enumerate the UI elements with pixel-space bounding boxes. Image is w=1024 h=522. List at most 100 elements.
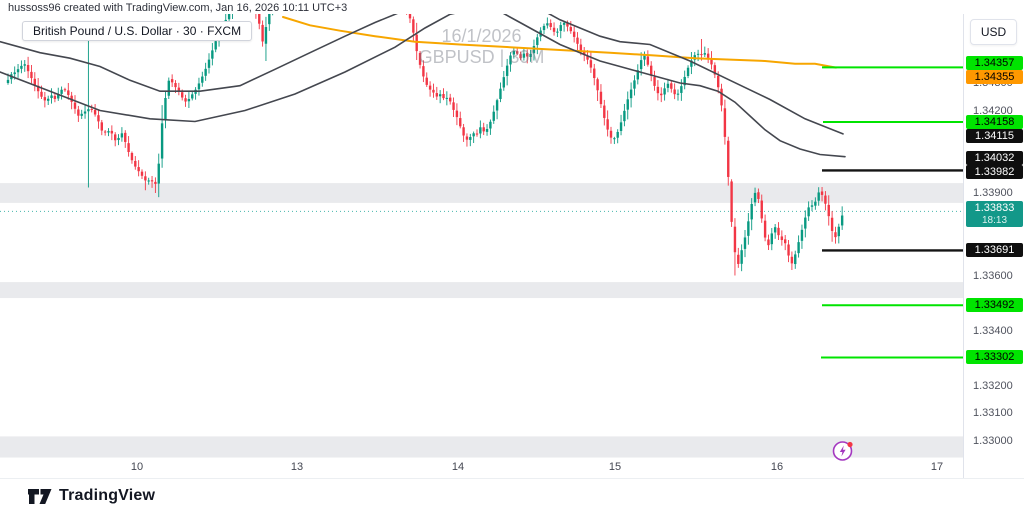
candle-body — [516, 51, 519, 54]
candle-body — [633, 80, 636, 89]
candle-body — [110, 130, 114, 134]
candle-body — [459, 118, 462, 127]
candle-body — [90, 108, 93, 110]
candle-body — [462, 127, 465, 136]
current-price-label: 1.33833 18:13 — [966, 201, 1023, 228]
candle-body — [542, 25, 546, 31]
candle-body — [57, 94, 60, 99]
candle-body — [60, 89, 63, 94]
candle-body — [820, 191, 824, 195]
candle-body — [181, 92, 184, 98]
time-tick-15: 15 — [608, 461, 622, 473]
candle-body — [137, 167, 140, 172]
candle-body — [472, 133, 475, 137]
candle-body — [211, 50, 214, 59]
price-label-1.33982: 1.33982 — [966, 165, 1023, 179]
candle-body — [207, 59, 211, 68]
candle-body — [556, 31, 559, 33]
bar-countdown: 18:13 — [981, 215, 1008, 227]
price-zone-band-2 — [0, 282, 963, 299]
candle-body — [455, 110, 459, 118]
candle-body — [680, 86, 683, 93]
candle-body — [201, 76, 204, 83]
quick-trade-lightning-button[interactable] — [831, 439, 855, 463]
candle-body — [449, 97, 452, 102]
candle-body — [717, 75, 720, 88]
candle-body — [50, 95, 53, 99]
candle-body — [184, 98, 187, 102]
candle-body — [157, 163, 160, 184]
candle-body — [150, 180, 154, 182]
candle-body — [83, 111, 87, 114]
ma-slow-line — [0, 14, 844, 135]
candle-body — [465, 136, 469, 140]
candle-body — [532, 46, 536, 54]
price-tick-1.33600: 1.33600 — [973, 269, 1013, 282]
candle-body — [639, 60, 643, 70]
candle-body — [475, 133, 479, 135]
candle-body — [519, 54, 522, 59]
candle-body — [646, 56, 650, 65]
candle-body — [834, 232, 837, 238]
candle-body — [767, 239, 770, 246]
tradingview-logo-icon — [28, 488, 52, 504]
candle-body — [425, 77, 428, 85]
candle-body — [502, 77, 505, 88]
candle-body — [673, 89, 676, 95]
candle-body — [20, 65, 23, 69]
candle-body — [757, 192, 760, 199]
candle-body — [727, 140, 730, 177]
candle-body — [191, 94, 194, 99]
candle-body — [489, 121, 492, 129]
candle-body — [36, 85, 40, 92]
candle-body — [546, 23, 549, 26]
candle-body — [817, 192, 820, 201]
candle-body — [650, 65, 653, 76]
candle-body — [107, 131, 110, 133]
ma-orange-line — [282, 16, 837, 69]
price-zone-band-3 — [0, 436, 963, 458]
candle-body — [435, 93, 438, 97]
candle-body — [676, 93, 680, 95]
price-tick-1.33900: 1.33900 — [973, 187, 1013, 199]
candle-body — [512, 50, 516, 55]
symbol-legend[interactable]: British Pound / U.S. Dollar · 30 · FXCM — [22, 21, 253, 41]
candle-body — [589, 60, 593, 68]
candle-body — [636, 70, 639, 80]
candle-body — [569, 27, 572, 32]
currency-toggle-button[interactable]: USD — [970, 19, 1017, 45]
price-tick-1.33100: 1.33100 — [973, 407, 1013, 419]
candle-body — [562, 22, 566, 25]
price-axis[interactable]: USD 1.343001.342001.339001.336001.334001… — [963, 14, 1024, 478]
candle-body — [536, 37, 539, 46]
time-tick-10: 10 — [130, 461, 144, 473]
candle-body — [100, 122, 103, 131]
candle-body — [26, 64, 30, 72]
candle-body — [747, 221, 750, 236]
candle-body — [804, 217, 807, 229]
price-label-1.33691: 1.33691 — [966, 243, 1023, 257]
candle-body — [53, 95, 57, 99]
candle-body — [73, 102, 77, 109]
candle-body — [177, 87, 181, 92]
candle-body — [127, 143, 130, 153]
candle-body — [187, 98, 191, 102]
candle-body — [619, 122, 623, 131]
candle-body — [499, 88, 502, 99]
price-label-1.34355: 1.34355 — [966, 70, 1023, 84]
candle-body — [710, 58, 713, 65]
time-axis[interactable]: 10 13 14 15 16 17 — [0, 458, 1024, 479]
candle-body — [827, 204, 830, 217]
tradingview-logo[interactable]: TradingView — [28, 487, 155, 505]
candle-body — [797, 242, 800, 254]
candle-body — [670, 83, 673, 89]
candle-body — [77, 109, 80, 116]
price-label-1.34158: 1.34158 — [966, 115, 1023, 129]
ma-fast-line — [0, 14, 846, 158]
candle-body — [408, 14, 412, 19]
candle-body — [840, 215, 844, 226]
candle-body — [144, 176, 147, 181]
price-label-1.34032: 1.34032 — [966, 151, 1023, 165]
candle-body — [275, 0, 277, 1]
